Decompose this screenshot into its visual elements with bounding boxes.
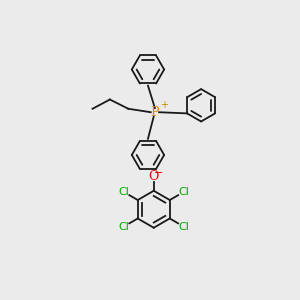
Text: Cl: Cl: [118, 187, 129, 197]
Text: P: P: [151, 106, 159, 119]
Text: Cl: Cl: [179, 222, 190, 232]
Text: O: O: [148, 170, 159, 183]
Text: Cl: Cl: [179, 187, 190, 197]
Text: +: +: [160, 100, 168, 110]
Text: Cl: Cl: [118, 222, 129, 232]
Text: −: −: [154, 168, 163, 178]
